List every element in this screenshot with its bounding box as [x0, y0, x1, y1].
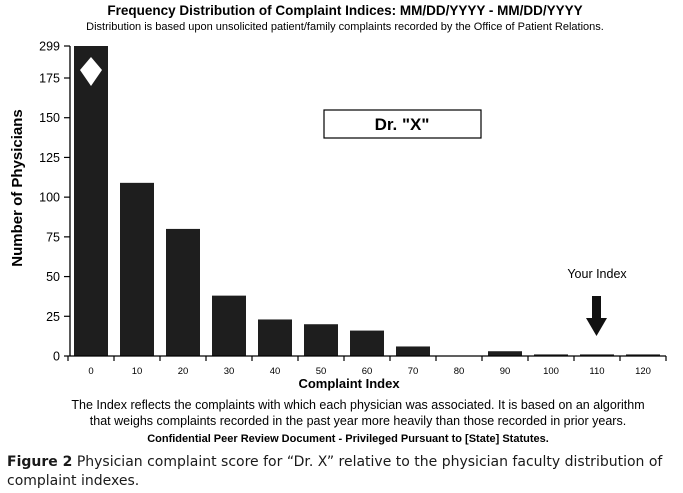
- figure-caption-text: Physician complaint score for “Dr. X” re…: [7, 454, 663, 489]
- x-axis-label: Complaint Index: [298, 376, 400, 391]
- doctor-label: Dr. "X": [375, 115, 430, 134]
- y-tick-label: 0: [53, 350, 60, 364]
- x-tick-label: 0: [88, 366, 93, 377]
- y-tick-label: 100: [39, 191, 60, 205]
- bar-70: [396, 346, 430, 356]
- note-line-1: The Index reflects the complaints with w…: [71, 398, 644, 412]
- bar-40: [258, 319, 292, 356]
- chart-subtitle: Distribution is based upon unsolicited p…: [86, 21, 604, 33]
- y-tick-label: 125: [39, 151, 60, 165]
- x-tick-label: 100: [543, 366, 559, 377]
- figure-label: Figure 2: [7, 454, 73, 470]
- x-tick-label: 60: [362, 366, 373, 377]
- bar-0: [74, 46, 108, 356]
- your-index-label: Your Index: [567, 267, 627, 281]
- y-tick-label: 75: [46, 230, 60, 244]
- x-tick-label: 50: [316, 366, 327, 377]
- bar-10: [120, 182, 154, 356]
- y-tick-label: 150: [39, 111, 60, 125]
- bar-120: [626, 354, 660, 356]
- doctor-label-box: Dr. "X": [323, 109, 482, 139]
- y-tick-label: 50: [46, 270, 60, 284]
- bar-20: [166, 228, 200, 356]
- bar-50: [304, 324, 338, 356]
- your-index-arrow-icon: [586, 296, 607, 336]
- chart-title: Frequency Distribution of Complaint Indi…: [107, 3, 582, 18]
- bar-30: [212, 295, 246, 356]
- x-tick-label: 80: [454, 366, 465, 377]
- x-tick-label: 90: [500, 366, 511, 377]
- x-tick-label: 40: [270, 366, 281, 377]
- chart: Frequency Distribution of Complaint Indi…: [9, 3, 667, 445]
- bar-60: [350, 330, 384, 356]
- figure-caption: Figure 2 Physician complaint score for “…: [7, 453, 677, 491]
- y-tick-labels: 0 25 50 75 100 125 150 175 299: [39, 40, 60, 364]
- x-tick-label: 110: [589, 366, 604, 377]
- confidential-notice: Confidential Peer Review Document - Priv…: [147, 433, 549, 445]
- y-tick-label: 25: [46, 310, 60, 324]
- y-tick-label: 175: [39, 72, 60, 86]
- note-line-2: that weighs complaints recorded in the p…: [90, 414, 626, 428]
- x-tick-label: 120: [635, 366, 651, 377]
- x-tick-label: 30: [224, 366, 235, 377]
- x-tick-labels: 0 10 20 30 40 50 60 70 80 90 100 110 120: [88, 366, 651, 377]
- x-tick-label: 10: [132, 366, 143, 377]
- x-tick-label: 70: [408, 366, 419, 377]
- bar-110: [580, 354, 614, 356]
- bar-90: [488, 351, 522, 356]
- axis-break-marker: [80, 57, 102, 86]
- y-axis-label: Number of Physicians: [9, 109, 26, 267]
- y-tick-label: 299: [39, 40, 60, 54]
- x-tick-label: 20: [178, 366, 189, 377]
- bars: [74, 46, 660, 356]
- axis-tick-marks: [64, 45, 667, 361]
- bar-100: [534, 354, 568, 356]
